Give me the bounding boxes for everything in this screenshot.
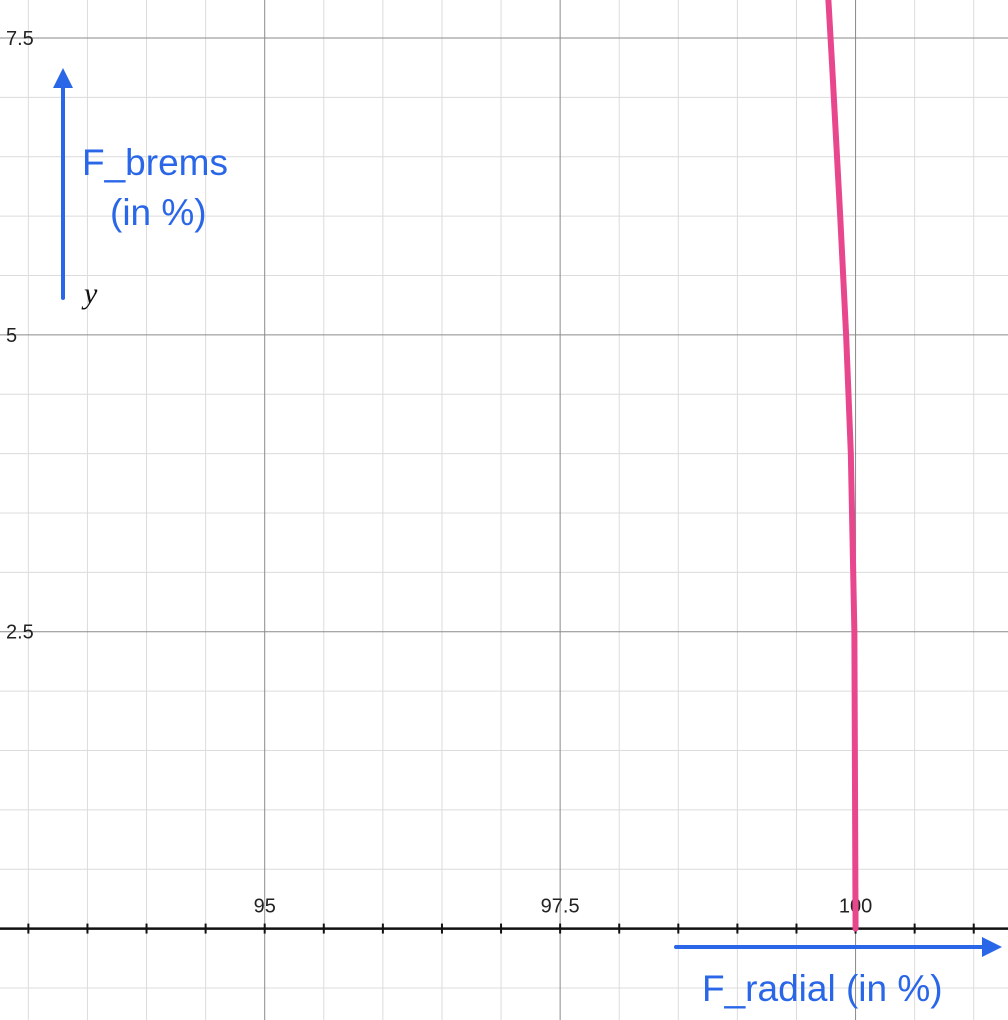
series-line (825, 0, 859, 932)
series-layer (825, 0, 859, 932)
y-tick-label: 5 (6, 325, 17, 347)
y-tick-label: 2.5 (6, 622, 34, 644)
tick-marks (27, 923, 975, 934)
y-annotation-line-1: F_brems (82, 142, 228, 183)
y-tick-label: 7.5 (6, 28, 34, 50)
x-tick-label: 97.5 (541, 896, 580, 918)
y-annotation-line-2: (in %) (110, 192, 207, 233)
y-variable-label: y (81, 277, 98, 310)
x-annotation-label: F_radial (in %) (702, 968, 943, 1009)
x-tick-label: 95 (254, 896, 276, 918)
